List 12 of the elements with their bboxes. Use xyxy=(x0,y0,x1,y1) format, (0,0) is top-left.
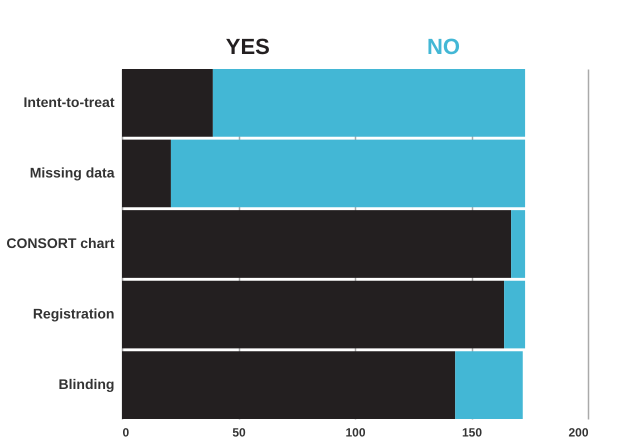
x-tick-label: 100 xyxy=(345,426,366,437)
series-label: NO xyxy=(427,34,460,59)
y-tick-label: Registration xyxy=(32,306,114,322)
y-tick-label: Blinding xyxy=(58,376,114,392)
x-tick-label: 150 xyxy=(462,426,482,437)
y-tick-label: Missing data xyxy=(30,164,115,180)
y-tick-label: CONSORT chart xyxy=(6,235,115,251)
series-label: YES xyxy=(226,34,270,59)
y-tick-label: Intent-to-treat xyxy=(24,94,115,110)
x-tick-label: 0 xyxy=(122,426,130,437)
x-tick-label: 50 xyxy=(232,426,246,437)
x-tick-label: 200 xyxy=(568,426,589,437)
